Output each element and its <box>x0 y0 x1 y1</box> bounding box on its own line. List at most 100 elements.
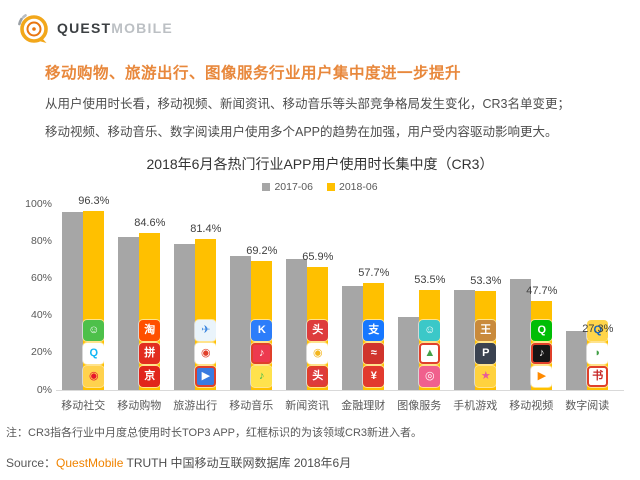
pinduoduo-icon: 拼 <box>139 343 161 364</box>
legend-label-2017: 2017-06 <box>274 181 313 193</box>
kugou-music-icon-glyph: K <box>257 324 266 336</box>
beauty-camera-icon-glyph: ◎ <box>424 370 435 382</box>
casual-game-icon: ★ <box>475 366 497 387</box>
source-rest: TRUTH 中国移动互联网数据库 2018年6月 <box>123 456 352 470</box>
y-axis-tick: 40% <box>30 309 52 322</box>
y-axis-tick: 100% <box>25 197 52 210</box>
value-label: 53.5% <box>414 274 446 287</box>
bar-2017-06 <box>342 285 364 390</box>
x-axis-category-label: 移动视频 <box>509 400 554 412</box>
bar-2017-06 <box>286 258 308 390</box>
weibo-icon: ◉ <box>83 366 105 387</box>
logo-text-mobile: MOBILE <box>111 20 173 36</box>
value-label: 65.9% <box>302 251 334 264</box>
qq-icon-glyph: Q <box>89 347 99 359</box>
body-line-1: 从用户使用时长看，移动视频、新闻资讯、移动音乐等头部竞争格局发生变化，CR3名单… <box>45 97 571 111</box>
questmobile-logo: QUESTMOBILE <box>15 10 173 46</box>
qq-music-icon: ♪ <box>251 366 273 387</box>
body-line-2: 移动视频、移动音乐、数字阅读用户使用多个APP的趋势在加强，用户受内容驱动影响更… <box>45 125 558 139</box>
kugou-music-icon: K <box>251 320 273 341</box>
taobao-icon-glyph: 淘 <box>144 324 156 336</box>
bar-2017-06 <box>510 279 532 390</box>
douyin-icon: ♪ <box>531 343 553 364</box>
jd-icon-glyph: 京 <box>144 370 156 382</box>
bar-2017-06 <box>118 236 140 390</box>
value-label: 47.7% <box>526 285 558 298</box>
qq-reading-icon-glyph: Q <box>593 324 603 336</box>
iqiyi-icon-glyph: Q <box>537 324 547 336</box>
taobao-icon: 淘 <box>139 320 161 341</box>
x-axis-category-label: 金融理财 <box>341 400 386 412</box>
selfie-camera-icon-glyph: ☺ <box>424 324 436 336</box>
value-label: 81.4% <box>190 222 222 235</box>
finance-app-icon-glyph: ≈ <box>370 347 377 359</box>
y-axis-tick: 0% <box>36 383 52 396</box>
questmobile-logo-icon <box>18 14 48 43</box>
headline: 移动购物、旅游出行、图像服务行业用户集中度进一步提升 <box>45 65 462 82</box>
value-label: 69.2% <box>246 245 278 258</box>
toutiao-lite-icon: 头 <box>307 366 329 387</box>
alipay-icon-glyph: 支 <box>368 324 380 336</box>
bar-2017-06 <box>230 256 252 390</box>
battle-royale-game-icon-glyph: P <box>482 347 490 359</box>
qq-music-icon-glyph: ♪ <box>259 370 265 382</box>
footnote: 注：CR3指各行业中月度总使用时长TOP3 APP，红框标识的为该领域CR3新进… <box>6 427 422 439</box>
karaoke-app-icon-glyph: ♪ <box>259 347 265 359</box>
chart-title: 2018年6月各热门行业APP用户使用时长集中度（CR3） <box>146 156 494 172</box>
douyin-icon-glyph: ♪ <box>539 347 545 359</box>
logo-text-quest: QUEST <box>57 20 112 36</box>
bank-app-icon-glyph: ¥ <box>370 370 377 382</box>
wechat-icon: ☺ <box>83 320 105 341</box>
tencent-news-icon: ◉ <box>307 343 329 364</box>
weibo-icon-glyph: ◉ <box>88 370 99 382</box>
value-label: 84.6% <box>134 216 166 229</box>
source-line: Source：QuestMobile TRUTH 中国移动互联网数据库 2018… <box>6 454 351 471</box>
map-pin-icon: ◉ <box>195 343 217 364</box>
iqiyi-icon: Q <box>531 320 553 341</box>
questmobile-logo-text: QUESTMOBILE <box>57 20 173 36</box>
qq-icon: Q <box>83 343 105 364</box>
x-axis-category-label: 图像服务 <box>397 400 442 412</box>
casual-game-icon-glyph: ★ <box>480 370 491 382</box>
x-axis-category-label: 移动音乐 <box>229 400 274 412</box>
chart-legend: 2017-06 2018-06 <box>0 181 640 193</box>
value-label: 96.3% <box>78 194 110 207</box>
toutiao-icon-glyph: 头 <box>312 324 324 336</box>
x-axis-category-label: 移动社交 <box>61 400 106 412</box>
tencent-video-icon: ▶ <box>531 366 553 387</box>
qq-reading-icon: Q <box>587 320 609 341</box>
karaoke-app-icon: ♪ <box>251 343 273 364</box>
value-label: 27.3% <box>582 323 614 336</box>
x-axis-category-label: 移动购物 <box>117 400 162 412</box>
navigation-app-icon: ▶ <box>195 366 217 387</box>
legend-item-2017: 2017-06 <box>262 181 313 193</box>
value-label: 53.3% <box>470 274 502 287</box>
bar-2017-06 <box>62 211 84 390</box>
map-plane-icon-glyph: ✈ <box>201 324 211 336</box>
legend-label-2018: 2018-06 <box>339 181 378 193</box>
y-axis-tick: 20% <box>30 346 52 359</box>
honor-of-kings-icon: 王 <box>475 320 497 341</box>
x-axis-category-label: 旅游出行 <box>173 400 218 412</box>
bar-2017-06 <box>174 243 196 390</box>
legend-swatch-2017 <box>262 183 271 191</box>
source-prefix: Source： <box>6 456 57 470</box>
novel-app-icon: 书 <box>587 366 609 387</box>
x-axis-category-label: 新闻资讯 <box>285 400 330 412</box>
bar-2017-06 <box>454 289 476 390</box>
bar-2017-06 <box>566 331 588 390</box>
y-axis-tick: 80% <box>30 234 52 247</box>
pinduoduo-icon-glyph: 拼 <box>144 347 156 359</box>
navigation-app-icon-glyph: ▶ <box>201 370 211 382</box>
beauty-camera-icon: ◎ <box>419 366 441 387</box>
toutiao-icon: 头 <box>307 320 329 341</box>
honor-of-kings-icon-glyph: 王 <box>480 324 492 336</box>
jd-icon: 京 <box>139 366 161 387</box>
reading-app-icon-glyph: ◗ <box>594 347 602 359</box>
battle-royale-game-icon: P <box>475 343 497 364</box>
x-axis-category-label: 手机游戏 <box>453 400 498 412</box>
tencent-video-icon-glyph: ▶ <box>537 370 547 382</box>
reading-app-icon: ◗ <box>587 343 609 364</box>
finance-app-icon: ≈ <box>363 343 385 364</box>
